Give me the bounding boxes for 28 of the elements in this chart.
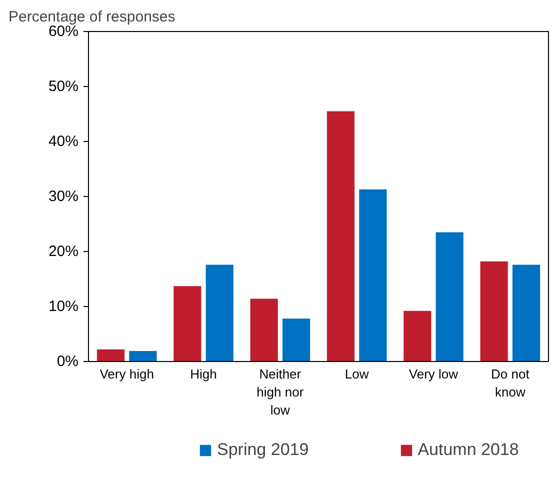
bar [512, 264, 540, 362]
y-tick-label: 60% [48, 23, 79, 40]
bar [96, 349, 125, 362]
x-tick-label: Neither high nor low [256, 366, 304, 418]
bar [436, 232, 464, 362]
y-tick-label: 40% [48, 133, 79, 150]
bar [129, 351, 157, 362]
y-tick-label: 20% [48, 243, 79, 260]
x-tick-label: High [190, 366, 217, 382]
y-axis-title: Percentage of responses [8, 8, 176, 26]
bar [174, 286, 202, 362]
x-tick-label: Do not know [491, 366, 530, 400]
bar [282, 318, 310, 362]
bar [206, 264, 234, 362]
bar [326, 111, 355, 362]
bar [359, 189, 387, 362]
x-tick-label: Very high [100, 366, 154, 382]
bar [404, 310, 432, 362]
y-tick-label: 0% [56, 353, 79, 370]
x-tick-label: Very low [408, 366, 459, 382]
x-tick-label: Low [344, 366, 370, 382]
bar [480, 261, 508, 362]
legend-label: Spring 2019 [217, 440, 309, 460]
y-tick-label: 50% [48, 78, 79, 95]
legend-label: Autumn 2018 [418, 440, 519, 460]
y-tick-label: 30% [48, 188, 79, 205]
bar [250, 298, 278, 362]
y-tick-label: 10% [48, 298, 79, 315]
